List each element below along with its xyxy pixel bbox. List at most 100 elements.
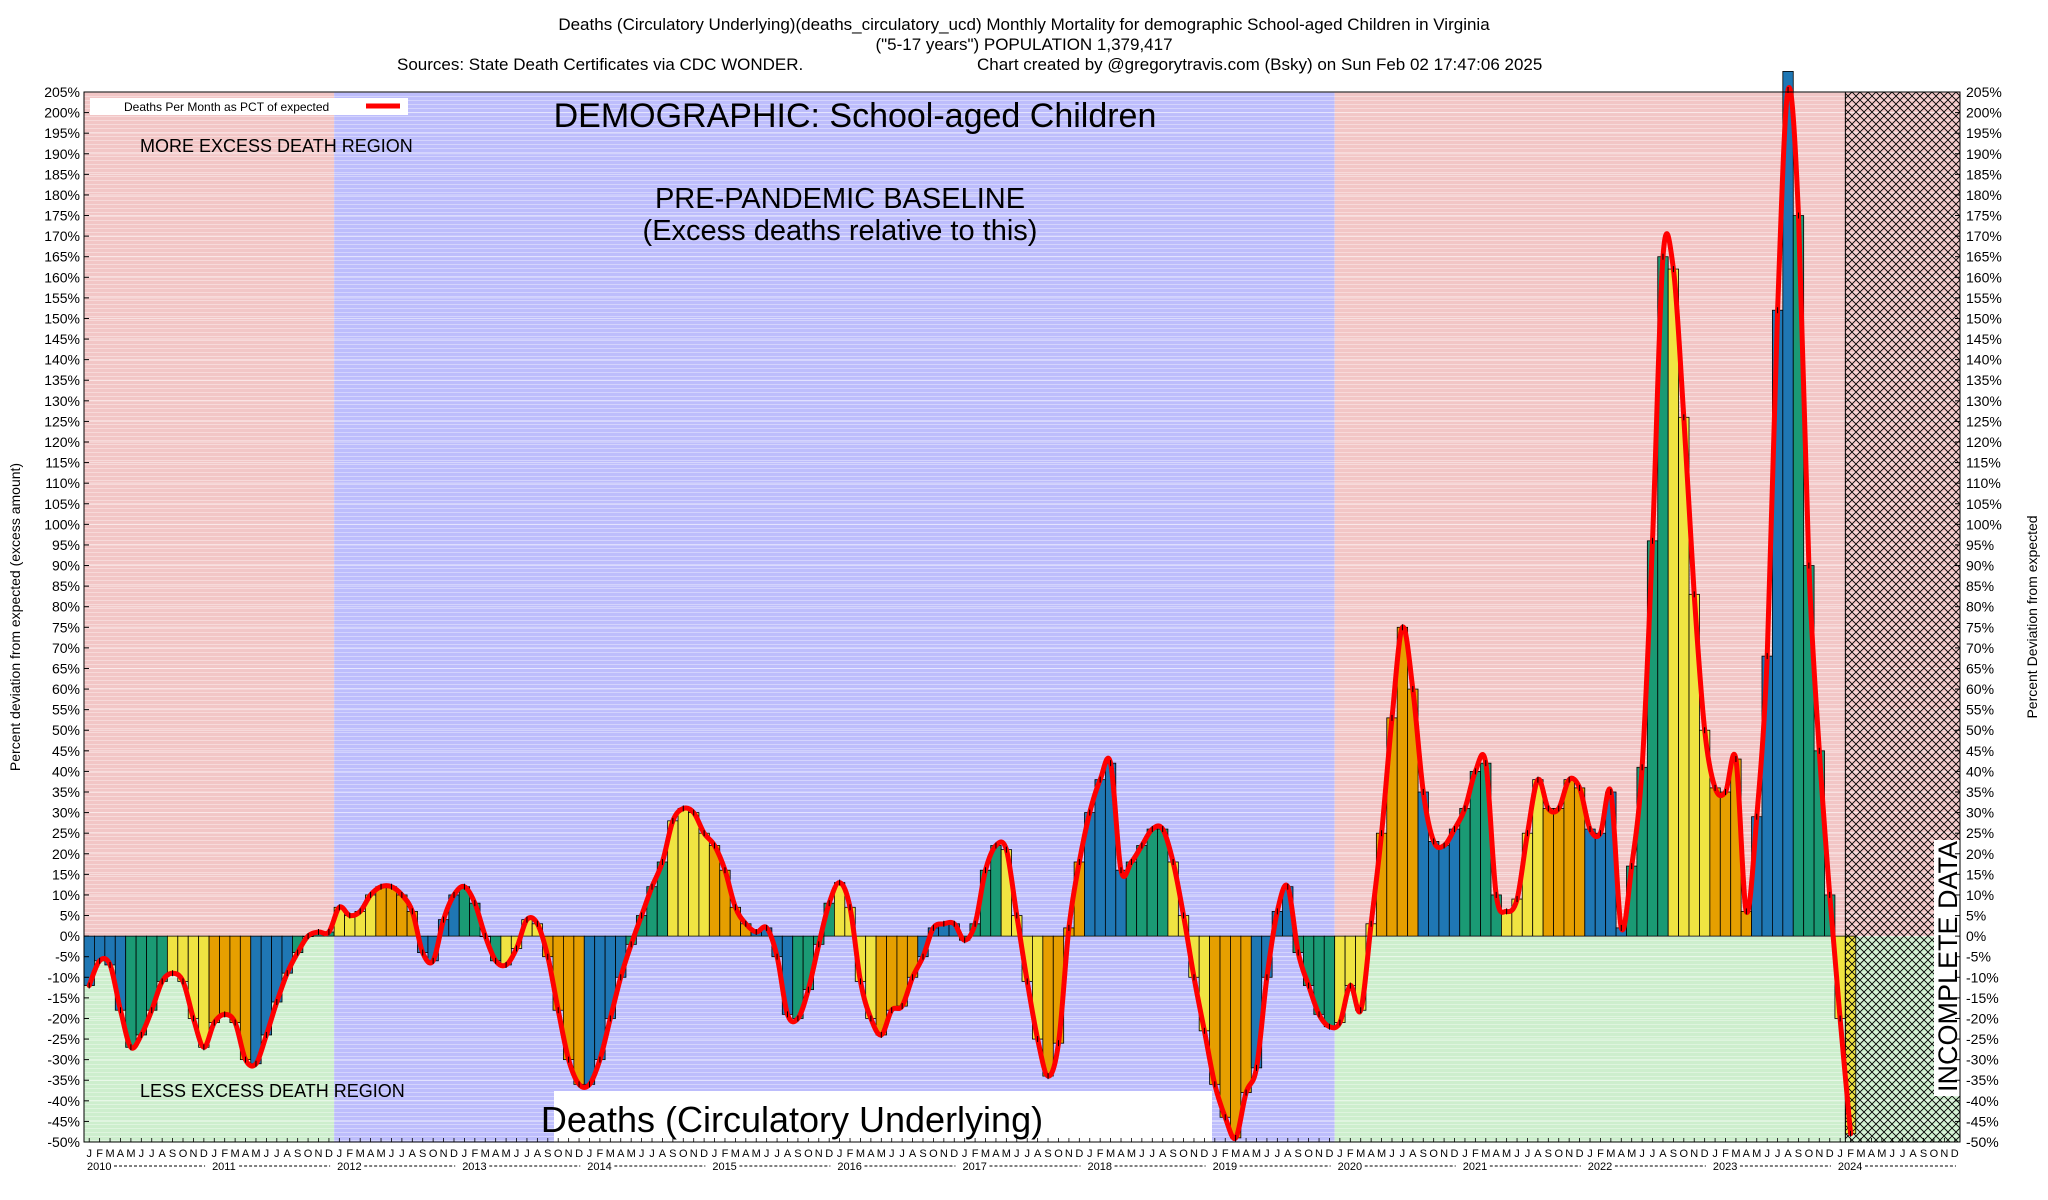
y-tick-label-left: 95% xyxy=(52,537,80,553)
bar xyxy=(385,886,398,937)
x-month-label: J xyxy=(1900,1148,1906,1160)
x-month-label: J xyxy=(337,1148,343,1160)
y-tick-label-left: 135% xyxy=(44,372,80,388)
x-month-label: O xyxy=(1179,1148,1188,1160)
x-month-label: S xyxy=(1920,1148,1927,1160)
y-tick-label-right: -50% xyxy=(1966,1134,1999,1150)
bar xyxy=(1094,779,1106,937)
bar xyxy=(583,935,596,1085)
y-tick-label-left: 110% xyxy=(45,475,80,491)
x-month-label: D xyxy=(825,1148,833,1160)
series-line xyxy=(86,85,1854,1142)
bar xyxy=(1042,935,1054,1077)
x-month-label: M xyxy=(502,1148,511,1160)
x-month-label: J xyxy=(1212,1148,1218,1160)
x-month-label: O xyxy=(1054,1148,1063,1160)
x-month-label: A xyxy=(1784,1148,1792,1160)
x-year-label-bg xyxy=(961,1159,990,1171)
x-month-label: F xyxy=(1597,1148,1604,1160)
x-month-label: F xyxy=(1347,1148,1354,1160)
x-month-label: J xyxy=(764,1148,770,1160)
x-month-label: N xyxy=(1315,1148,1323,1160)
x-month-label: M xyxy=(1377,1148,1386,1160)
y-tick-label-right: 105% xyxy=(1966,496,2002,512)
y-tick-label-right: 165% xyxy=(1966,249,2002,265)
y-tick-label-right: 90% xyxy=(1966,558,1994,574)
x-month-label: A xyxy=(1284,1148,1292,1160)
x-month-label: O xyxy=(679,1148,688,1160)
x-month-label: O xyxy=(929,1148,938,1160)
y-tick-label-left: 140% xyxy=(44,352,80,368)
x-month-label: D xyxy=(1325,1148,1333,1160)
x-month-label: A xyxy=(784,1148,792,1160)
x-month-label: J xyxy=(1014,1148,1020,1160)
x-month-label: F xyxy=(597,1148,604,1160)
baseline-label: PRE-PANDEMIC BASELINE xyxy=(655,183,1025,215)
bar xyxy=(708,845,721,937)
bar xyxy=(1740,911,1752,937)
x-month-label: O xyxy=(1554,1148,1563,1160)
y-tick-label-right: -5% xyxy=(1966,949,1991,965)
y-tick-label-left: 20% xyxy=(52,846,80,862)
x-month-label: A xyxy=(1409,1148,1417,1160)
y-tick-label-right: 25% xyxy=(1966,825,1994,841)
x-year-label-bg xyxy=(461,1159,490,1171)
x-month-label: F xyxy=(722,1148,729,1160)
y-tick-label-left: 100% xyxy=(44,516,80,532)
x-month-label: J xyxy=(1514,1148,1520,1160)
y-tick-label-left: 90% xyxy=(52,558,80,574)
bar xyxy=(1563,779,1575,937)
x-month-label: F xyxy=(471,1148,478,1160)
x-month-label: S xyxy=(294,1148,301,1160)
x-month-label: D xyxy=(450,1148,458,1160)
y-tick-label-left: 185% xyxy=(44,166,80,182)
x-month-label: J xyxy=(1400,1148,1406,1160)
y-tick-label-left: -45% xyxy=(47,1113,80,1129)
x-year-label: 2016 xyxy=(837,1161,861,1173)
x-year-label-bg xyxy=(1711,1159,1740,1171)
x-month-label: M xyxy=(1627,1148,1636,1160)
x-month-label: J xyxy=(649,1148,655,1160)
x-month-label: M xyxy=(752,1148,761,1160)
x-month-label: N xyxy=(1690,1148,1698,1160)
y-tick-label-right: 35% xyxy=(1966,784,1994,800)
x-month-label: A xyxy=(284,1148,292,1160)
legend: Deaths Per Month as PCT of expected xyxy=(90,98,408,115)
x-month-label: O xyxy=(179,1148,188,1160)
bar xyxy=(1136,845,1148,937)
y-tick-label-right: -40% xyxy=(1966,1093,1999,1109)
x-month-label: J xyxy=(86,1148,92,1160)
bar xyxy=(886,935,898,1011)
x-month-label: A xyxy=(1117,1148,1125,1160)
bar xyxy=(1782,71,1794,937)
x-month-label: J xyxy=(389,1148,395,1160)
x-month-label: M xyxy=(376,1148,385,1160)
x-year-label: 2019 xyxy=(1213,1161,1237,1173)
x-month-label: J xyxy=(1389,1148,1395,1160)
x-month-label: D xyxy=(1826,1148,1834,1160)
y-tick-label-left: 200% xyxy=(44,105,80,121)
x-month-label: J xyxy=(1890,1148,1896,1160)
x-month-label: M xyxy=(105,1148,114,1160)
x-year-label-bg xyxy=(1586,1159,1615,1171)
x-year-label-bg xyxy=(86,1159,114,1171)
x-month-label: J xyxy=(1650,1148,1656,1160)
y-tick-label-left: 70% xyxy=(52,640,80,656)
x-month-label: J xyxy=(587,1148,593,1160)
x-year-label-bg xyxy=(211,1159,240,1171)
x-month-label: O xyxy=(1429,1148,1438,1160)
chart-title-line1: Deaths (Circulatory Underlying)(deaths_c… xyxy=(558,15,1490,34)
x-month-label: A xyxy=(1034,1148,1042,1160)
bar xyxy=(1240,935,1252,1093)
y-tick-label-right: 60% xyxy=(1966,681,1994,697)
x-month-label: J xyxy=(774,1148,780,1160)
x-year-label: 2022 xyxy=(1588,1161,1612,1173)
x-month-label: O xyxy=(804,1148,813,1160)
x-month-label: N xyxy=(1565,1148,1573,1160)
y-tick-label-left: 50% xyxy=(52,722,80,738)
x-month-label: D xyxy=(950,1148,958,1160)
x-month-label: J xyxy=(149,1148,155,1160)
y-tick-label-left: 165% xyxy=(44,249,80,265)
x-month-label: J xyxy=(524,1148,530,1160)
x-month-label: N xyxy=(1815,1148,1823,1160)
